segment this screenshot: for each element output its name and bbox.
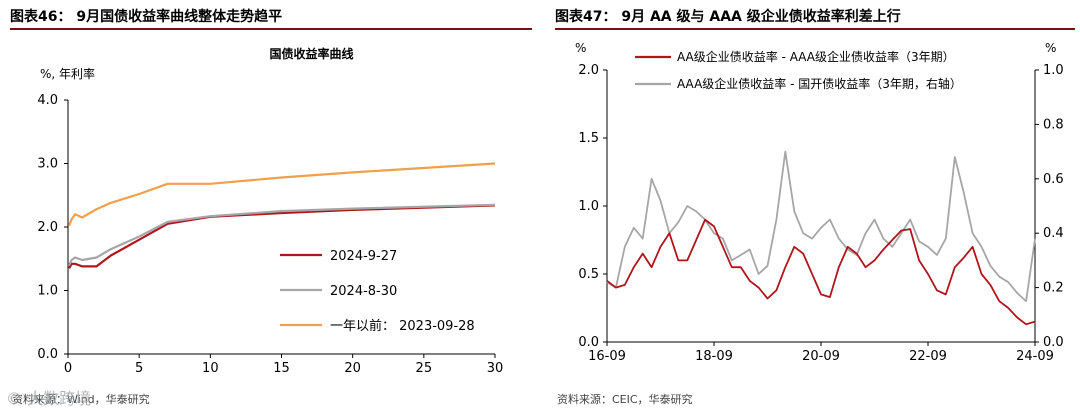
right-y-axis-label-right: %: [1045, 41, 1056, 55]
left-x-tick-label: 30: [487, 361, 504, 376]
right-source-note: 资料来源：CEIC，华泰研究: [557, 393, 693, 406]
left-series-line-1: [68, 204, 496, 269]
right-y-tick-label-left: 2.0: [578, 63, 599, 78]
right-y-tick-label-right: 0.0: [1043, 335, 1064, 350]
right-figure-title: 图表47： 9月 AA 级与 AAA 级企业债收益率利差上行: [555, 9, 901, 25]
right-x-tick-label: 22-09: [909, 349, 947, 364]
right-x-tick-label: 24-09: [1016, 349, 1054, 364]
right-y-tick-label-right: 0.4: [1043, 226, 1064, 241]
right-x-tick-label: 20-09: [802, 349, 840, 364]
right-y-tick-label-right: 1.0: [1043, 63, 1064, 78]
left-y-tick-label: 2.0: [37, 220, 58, 235]
left-y-axis-label: %, 年利率: [40, 66, 95, 81]
left-x-tick-label: 10: [202, 361, 219, 376]
right-legend-label-2: AAA级企业债收益率 - 国开债收益率（3年期，右轴）: [677, 76, 962, 91]
right-title-rule: [555, 28, 1075, 30]
left-y-tick-label: 4.0: [37, 93, 58, 108]
left-y-tick-label: 3.0: [37, 157, 58, 172]
right-y-axis-label-left: %: [575, 41, 586, 55]
left-title-rule: [10, 28, 532, 30]
right-y-tick-label-left: 1.0: [578, 199, 599, 214]
treasury-yield-curve-chart: 国债收益率曲线 %, 年利率 0.0 1.0 2.0 3.0 4.0 0 5 10 15 20 25 30…: [37, 46, 504, 376]
left-figure-title: 图表46： 9月国债收益率曲线整体走势趋平: [10, 9, 283, 25]
right-legend-label-1: AA级企业债收益率 - AAA级企业债收益率（3年期）: [677, 49, 955, 64]
left-series-line-3: [68, 162, 496, 227]
right-x-tick-label: 16-09: [588, 349, 626, 364]
left-x-tick-label: 20: [344, 361, 361, 376]
right-series-line-1: [606, 218, 1036, 326]
watermark-logo: © 大数跨境: [6, 389, 92, 408]
right-y-tick-label-left: 0.5: [578, 267, 599, 282]
left-legend-label-3: 一年以前： 2023-09-28: [330, 318, 475, 334]
left-legend-label-1: 2024-9-27: [330, 249, 397, 264]
right-y-tick-label-right: 0.2: [1043, 281, 1064, 296]
left-series-line-2: [68, 203, 496, 266]
right-y-tick-label-left: 1.5: [578, 131, 599, 146]
right-y-tick-label-right: 0.6: [1043, 172, 1064, 187]
left-x-tick-label: 0: [64, 361, 72, 376]
left-x-tick-label: 5: [135, 361, 143, 376]
right-x-tick-label: 18-09: [695, 349, 733, 364]
left-source-note: 资料来源：Wind，华泰研究: [12, 393, 150, 406]
left-y-tick-label: 0.0: [37, 347, 58, 362]
right-figure-panel: 图表47： 9月 AA 级与 AAA 级企业债收益率利差上行 %% 0.0 0.5 1…: [545, 0, 1080, 413]
left-figure-panel: 图表46： 9月国债收益率曲线整体走势趋平 国债收益率曲线 %, 年利率 0.0 1.…: [6, 9, 532, 408]
left-x-tick-label: 25: [416, 361, 433, 376]
credit-spread-chart: % % 0.0 0.5 1.0 1.5 2.0 0.0 0.2 0.4 0.6 0.8 1.0 16-09…: [575, 41, 1064, 364]
right-y-tick-label-right: 0.8: [1043, 117, 1064, 132]
left-chart-title: 国债收益率曲线: [269, 46, 353, 61]
left-y-tick-label: 1.0: [37, 284, 58, 299]
left-legend-label-2: 2024-8-30: [330, 284, 397, 299]
right-series-line-2: [606, 150, 1036, 303]
right-y-tick-label-left: 0.0: [578, 335, 599, 350]
left-x-tick-label: 15: [273, 361, 290, 376]
